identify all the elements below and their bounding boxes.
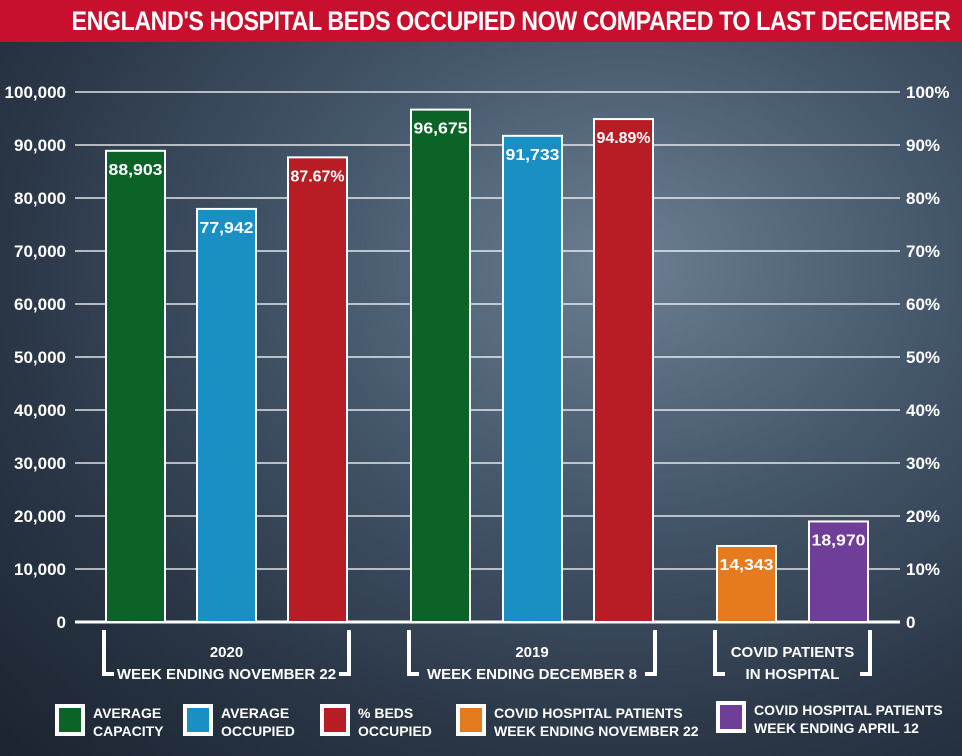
left-tick-label: 10,000 [14,560,66,579]
left-tick-label: 20,000 [14,507,66,526]
bar-value-label: 94.89% [597,130,651,147]
left-tick-label: 0 [57,613,66,632]
legend-swatch [716,701,746,733]
legend-label-line2: CAPACITY [93,723,164,739]
bar [502,134,563,623]
group-bracket-right [645,630,657,676]
bar [716,544,777,624]
bar [808,520,869,623]
legend-label-line1: AVERAGE [93,705,161,721]
left-tick-label: 50,000 [14,348,66,367]
group-bracket-left [102,630,114,676]
left-tick-label: 40,000 [14,401,66,420]
legend-swatch [55,704,85,736]
bar-value-label: 91,733 [506,147,560,164]
legend-label-line2: WEEK ENDING APRIL 12 [754,720,919,736]
bar [287,156,348,623]
group-label-line2: WEEK ENDING NOVEMBER 22 [117,666,336,683]
right-tick-label: 100% [906,83,949,102]
right-tick-label: 30% [906,454,940,473]
legend-swatch [320,704,350,736]
right-tick-label: 90% [906,136,940,155]
group-label-line1: 2020 [210,644,243,661]
bar [196,207,257,623]
group-bracket-right [860,630,872,676]
legend-label-line1: COVID HOSPITAL PATIENTS [754,702,943,718]
group-bracket-left [713,630,725,676]
bar [105,149,166,624]
legend-label-line2: OCCUPIED [358,723,432,739]
right-tick-label: 70% [906,242,940,261]
group-label-line2: WEEK ENDING DECEMBER 8 [427,666,637,683]
right-tick-label: 50% [906,348,940,367]
left-tick-label: 100,000 [5,83,66,102]
bar-value-label: 14,343 [720,557,774,574]
bar-value-label: 87.67% [291,168,345,185]
bar [593,118,654,623]
right-tick-label: 0 [906,613,915,632]
group-label-line1: COVID PATIENTS [731,644,855,661]
left-tick-label: 90,000 [14,136,66,155]
bar-value-label: 18,970 [812,532,866,549]
right-tick-label: 40% [906,401,940,420]
legend-label-line1: % BEDS [358,705,413,721]
legend-label-line2: WEEK ENDING NOVEMBER 22 [494,723,699,739]
chart-title: ENGLAND'S HOSPITAL BEDS OCCUPIED NOW COM… [0,0,962,42]
group-bracket-right [339,630,351,676]
bar-value-label: 77,942 [200,220,254,237]
legend-swatch [456,704,486,736]
legend-label-line1: AVERAGE [221,705,289,721]
right-tick-label: 80% [906,189,940,208]
group-label-line2: IN HOSPITAL [746,666,840,683]
left-tick-label: 70,000 [14,242,66,261]
group-bracket-left [407,630,419,676]
legend-label-line2: OCCUPIED [221,723,295,739]
bar [410,108,471,623]
bar-value-label: 96,675 [414,121,468,138]
legend-swatch [183,704,213,736]
group-label-line1: 2019 [515,644,548,661]
left-tick-label: 80,000 [14,189,66,208]
right-tick-label: 60% [906,295,940,314]
right-tick-label: 10% [906,560,940,579]
right-tick-label: 20% [906,507,940,526]
legend-label-line1: COVID HOSPITAL PATIENTS [494,705,683,721]
left-tick-label: 30,000 [14,454,66,473]
bar-value-label: 88,903 [109,162,163,179]
left-tick-label: 60,000 [14,295,66,314]
